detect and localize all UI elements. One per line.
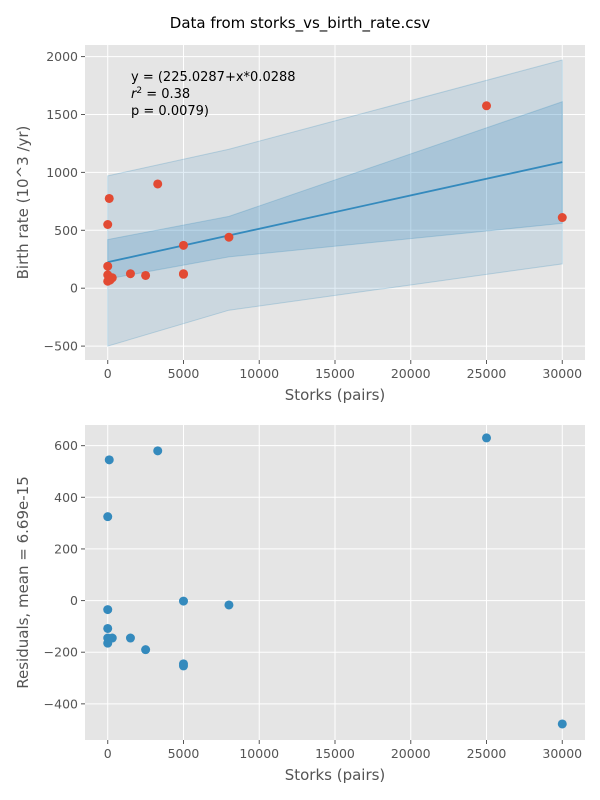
data-point [482,101,492,111]
y-tick-label: 0 [70,593,78,608]
top-plot-x-ticks: 0 5000 10000 15000 20000 25000 30000 [104,360,582,381]
y-tick-label: 600 [54,438,78,453]
top-plot-x-axis-label: Storks (pairs) [285,386,386,404]
data-point [141,270,151,280]
bottom-plot-y-axis-label: Residuals, mean = 6.69e-15 [14,476,32,688]
data-point [224,232,234,242]
residual-point [104,455,114,465]
bottom-plot-y-ticks: −400 −200 0 200 400 600 [44,438,85,711]
y-tick-label: −400 [44,696,78,711]
y-tick-label: −200 [44,645,78,660]
y-tick-label: 2000 [46,49,78,64]
y-tick-label: 0 [70,281,78,296]
x-tick-label: 0 [104,366,112,381]
residual-point [178,661,188,671]
x-tick-label: 5000 [168,366,200,381]
data-point [178,269,188,279]
data-point [103,261,113,271]
annotation-r-symbol: r [131,87,138,102]
annotation-r-value: = 0.38 [142,87,190,102]
prediction-band [107,59,563,347]
data-point [125,269,135,279]
residual-point [141,645,151,655]
top-plot-points [103,101,567,286]
x-tick-label: 20000 [391,746,431,761]
x-tick-label: 15000 [315,366,355,381]
residual-point [557,719,567,729]
annotation-r-squared: r2 = 0.38 [131,86,190,102]
data-point [105,275,115,285]
residual-point [107,633,117,643]
y-tick-label: 400 [54,490,78,505]
x-tick-label: 20000 [391,366,431,381]
x-tick-label: 30000 [542,366,582,381]
data-point [104,193,114,203]
y-tick-label: −500 [44,339,78,354]
data-point [557,213,567,223]
y-tick-label: 500 [54,223,78,238]
top-plot-y-ticks: −500 0 500 1000 1500 2000 [44,49,85,354]
residual-point [103,623,113,633]
x-tick-label: 25000 [467,746,507,761]
x-tick-label: 30000 [542,746,582,761]
top-plot-y-axis-label: Birth rate (10^3 /yr) [14,126,32,280]
regression-annotation: y = (225.0287+x*0.0288 r2 = 0.38 p = 0.0… [131,70,296,119]
residual-point [153,446,163,456]
x-tick-label: 10000 [239,366,279,381]
data-point [178,240,188,250]
y-tick-label: 1500 [46,107,78,122]
residual-point [125,633,135,643]
x-tick-label: 0 [104,746,112,761]
y-tick-label: 200 [54,541,78,556]
data-point [153,179,163,189]
y-tick-label: 1000 [46,165,78,180]
bottom-plot-x-ticks: 0 5000 10000 15000 20000 25000 30000 [104,740,582,761]
top-plot-regression: 0 5000 10000 15000 20000 25000 30000 −500 0 500 1… [14,45,585,404]
annotation-equation: y = (225.0287+x*0.0288 [131,70,296,85]
residual-point [224,600,234,610]
x-tick-label: 15000 [315,746,355,761]
annotation-r-superscript: 2 [136,86,142,96]
residual-point [103,605,113,615]
bottom-plot-points [103,433,567,729]
x-tick-label: 5000 [168,746,200,761]
bottom-plot-residuals: 0 5000 10000 15000 20000 25000 30000 −400 −200 0… [14,425,585,784]
top-plot-gridlines [85,45,585,360]
x-tick-label: 10000 [239,746,279,761]
bottom-plot-gridlines [85,425,585,740]
residual-point [103,512,113,522]
data-point [103,220,113,230]
annotation-p-value: p = 0.0079) [131,104,209,119]
residual-point [482,433,492,443]
x-tick-label: 25000 [467,366,507,381]
figure-title: Data from storks_vs_birth_rate.csv [170,14,431,33]
bottom-plot-x-axis-label: Storks (pairs) [285,766,386,784]
residual-point [178,596,188,606]
